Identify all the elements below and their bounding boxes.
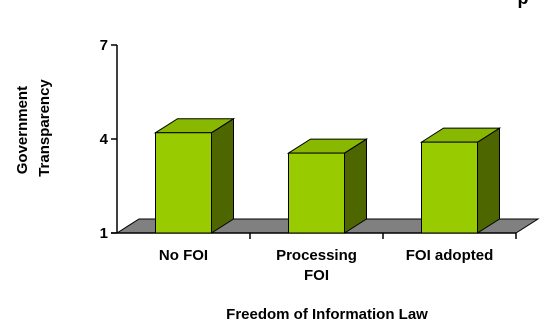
y-axis-title: Government Transparency: [14, 79, 53, 177]
bar-side-face: [344, 138, 367, 234]
x-axis-title: Freedom of Information Law: [226, 306, 428, 321]
chart-title: p: [518, 0, 529, 8]
y-tick-label: 4: [100, 131, 109, 148]
bar-front-face: [288, 152, 345, 234]
y-tick-label: 7: [100, 37, 108, 54]
y-axis-title-line-1: Government: [14, 86, 31, 174]
bar-front-face: [421, 141, 478, 234]
bar: [286, 138, 369, 234]
x-category-label: No FOI: [159, 247, 208, 264]
x-category-labels-group: No FOI Processing FOI FOI adopted: [159, 247, 493, 284]
y-tick-label: 1: [100, 225, 108, 242]
bar: [153, 117, 236, 234]
x-category-label: FOI adopted: [406, 247, 494, 264]
x-category-label: Processing FOI: [276, 247, 357, 284]
bars-group: [153, 117, 502, 234]
bar: [419, 127, 502, 234]
y-tick-labels-group: 1 4 7: [100, 37, 109, 242]
bar-side-face: [211, 117, 234, 234]
bar-front-face: [155, 132, 212, 234]
y-axis-title-line-2: Transparency: [36, 79, 53, 177]
bar-side-face: [477, 127, 500, 234]
